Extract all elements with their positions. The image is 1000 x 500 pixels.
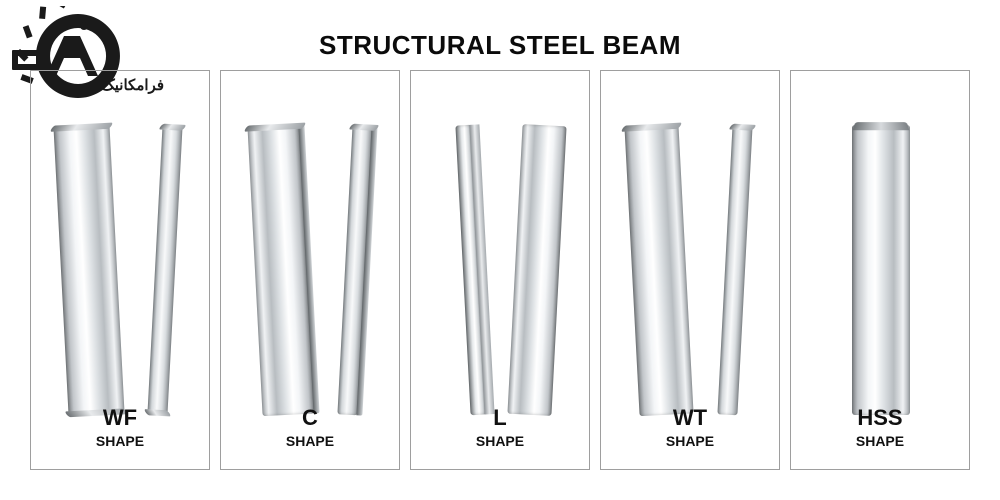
shape-sublabel: SHAPE bbox=[31, 433, 209, 449]
page-title: STRUCTURAL STEEL BEAM bbox=[0, 30, 1000, 61]
beam-piece bbox=[337, 125, 372, 416]
shape-sublabel: SHAPE bbox=[221, 433, 399, 449]
beam-piece bbox=[624, 124, 693, 416]
shape-code: WT bbox=[601, 405, 779, 431]
shape-code: L bbox=[411, 405, 589, 431]
shape-sublabel: SHAPE bbox=[791, 433, 969, 449]
panel-hss: HSS SHAPE bbox=[790, 70, 970, 470]
beam-piece bbox=[852, 125, 910, 415]
shape-sublabel: SHAPE bbox=[411, 433, 589, 449]
shape-sublabel: SHAPE bbox=[601, 433, 779, 449]
panel-wt: WT SHAPE bbox=[600, 70, 780, 470]
panel-c: C SHAPE bbox=[220, 70, 400, 470]
shape-code: HSS bbox=[791, 405, 969, 431]
beam-piece bbox=[247, 124, 314, 416]
shape-code: C bbox=[221, 405, 399, 431]
panel-l: L SHAPE bbox=[410, 70, 590, 470]
beam-piece bbox=[53, 124, 124, 417]
panel-wf: WF SHAPE bbox=[30, 70, 210, 470]
beam-piece bbox=[507, 124, 566, 416]
beam-panels: WF SHAPE C SHAPE L SHAPE WT SHAPE HSS SHAPE bbox=[30, 70, 970, 470]
beam-piece bbox=[147, 125, 182, 416]
beam-piece bbox=[455, 125, 486, 415]
shape-code: WF bbox=[31, 405, 209, 431]
beam-piece bbox=[717, 125, 752, 416]
